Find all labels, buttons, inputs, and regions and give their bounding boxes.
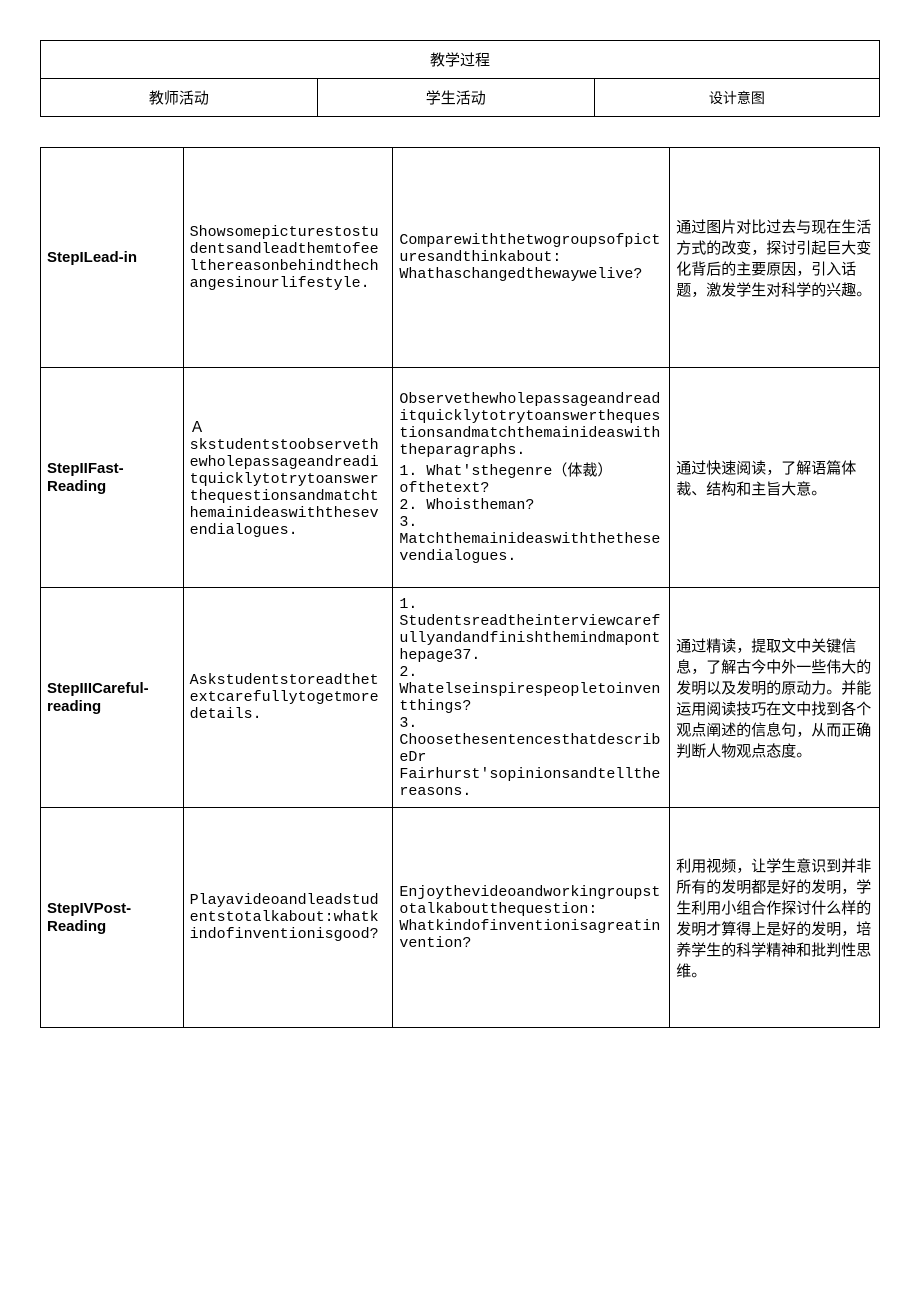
teacher-cell: Showsomepicturestostudentsandleadthemtof… xyxy=(183,148,393,368)
step-cell: StepIIFast-Reading xyxy=(41,368,184,588)
step-cell: StepIVPost-Reading xyxy=(41,808,184,1028)
step-label: StepIIICareful-reading xyxy=(47,680,149,715)
intent-cell: 利用视频，让学生意识到并非所有的发明都是好的发明，学生利用小组合作探讨什么样的发… xyxy=(670,808,880,1028)
lesson-plan-table: StepILead-in Showsomepicturestostudentsa… xyxy=(40,147,880,1028)
step-label: StepIIFast-Reading xyxy=(47,460,124,495)
student-cell: 1. Studentsreadtheinterviewcarefullyanda… xyxy=(393,588,670,808)
subheader-row: 教师活动 学生活动 设计意图 xyxy=(41,79,880,117)
student-cell: Observethewholepassageandreaditquicklyto… xyxy=(393,368,670,588)
title-row: 教学过程 xyxy=(41,41,880,79)
teacher-cell: Playavideoandleadstudentstotalkabout:wha… xyxy=(183,808,393,1028)
col-student-header: 学生活动 xyxy=(317,79,594,117)
step-cell: StepILead-in xyxy=(41,148,184,368)
table-row: StepILead-in Showsomepicturestostudentsa… xyxy=(41,148,880,368)
intent-cell: 通过快速阅读，了解语篇体裁、结构和主旨大意。 xyxy=(670,368,880,588)
table-row: StepIIICareful-reading Askstudentstoread… xyxy=(41,588,880,808)
teacher-cell: Askstudentstoreadthetextcarefullytogetmo… xyxy=(183,588,393,808)
step-cell: StepIIICareful-reading xyxy=(41,588,184,808)
student-cell: Comparewiththetwogroupsofpicturesandthin… xyxy=(393,148,670,368)
teacher-cell: Ａskstudentstoobservethewholepassageandre… xyxy=(183,368,393,588)
step-label: StepILead-in xyxy=(47,249,137,266)
col-teacher-header: 教师活动 xyxy=(41,79,318,117)
intent-cell: 通过精读，提取文中关键信息，了解古今中外一些伟大的发明以及发明的原动力。并能运用… xyxy=(670,588,880,808)
intent-cell: 通过图片对比过去与现在生活方式的改变，探讨引起巨大变化背后的主要原因，引入话题，… xyxy=(670,148,880,368)
student-cell: Enjoythevideoandworkingroupstotalkaboutt… xyxy=(393,808,670,1028)
header-table: 教学过程 教师活动 学生活动 设计意图 xyxy=(40,40,880,117)
main-title: 教学过程 xyxy=(41,41,880,79)
table-row: StepIVPost-Reading Playavideoandleadstud… xyxy=(41,808,880,1028)
step-label: StepIVPost-Reading xyxy=(47,900,131,935)
table-row: StepIIFast-Reading Ａskstudentstoobservet… xyxy=(41,368,880,588)
col-intent-header: 设计意图 xyxy=(594,79,879,117)
